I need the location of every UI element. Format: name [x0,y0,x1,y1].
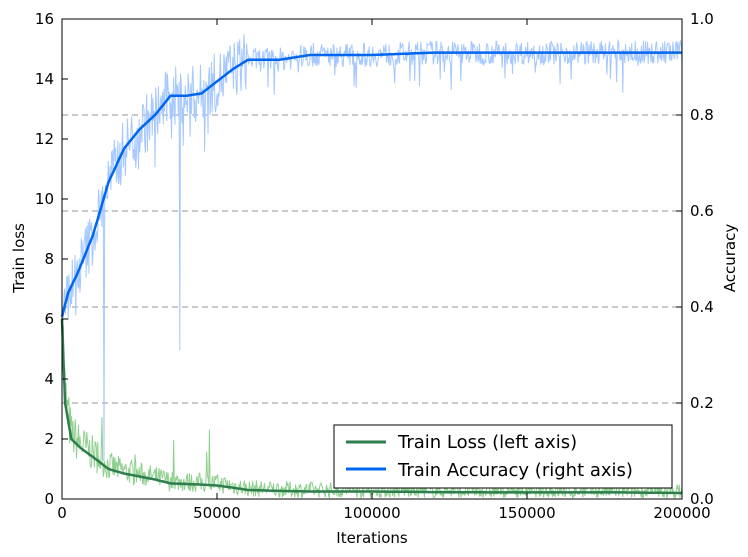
gridlines [62,114,682,404]
x-tick-label: 100000 [343,504,400,522]
series-line-raw-accuracy [61,34,683,461]
legend-label-accuracy: Train Accuracy (right axis) [397,460,633,481]
right-axis-label: Accuracy [721,224,739,293]
right-tick-label: 0.4 [690,298,714,316]
x-tick-label: 150000 [498,504,555,522]
x-axis-label: Iterations [336,529,408,547]
left-tick-label: 14 [35,70,54,88]
series-line-accuracy [60,51,682,317]
right-tick-label: 0.0 [690,490,714,508]
x-tick-label: 0 [57,504,67,522]
x-tick-label: 50000 [193,504,241,522]
right-tick-label: 1.0 [690,10,714,28]
left-tick-label: 4 [44,370,54,388]
left-tick-label: 10 [35,190,54,208]
legend-box [333,424,673,489]
left-tick-label: 8 [44,250,54,268]
left-tick-label: 2 [44,430,54,448]
axis-ticks: 0 50000 100000 150000 200000 0 2 4 6 8 10 12 14 16 0.0… [35,10,714,522]
left-tick-label: 6 [44,310,54,328]
legend: Train Loss (left axis) Train Accuracy (r… [333,424,673,489]
left-tick-label: 12 [35,130,54,148]
legend-label-loss: Train Loss (left axis) [397,432,577,453]
smoothed-series [60,51,682,495]
right-tick-label: 0.6 [690,202,714,220]
left-axis-label: Train loss [10,223,28,294]
left-tick-label: 0 [44,490,54,508]
right-tick-label: 0.8 [690,106,714,124]
left-tick-label: 16 [35,10,54,28]
x-tick-label: 200000 [653,504,710,522]
series-line-loss [60,318,682,495]
right-tick-label: 0.2 [690,394,714,412]
